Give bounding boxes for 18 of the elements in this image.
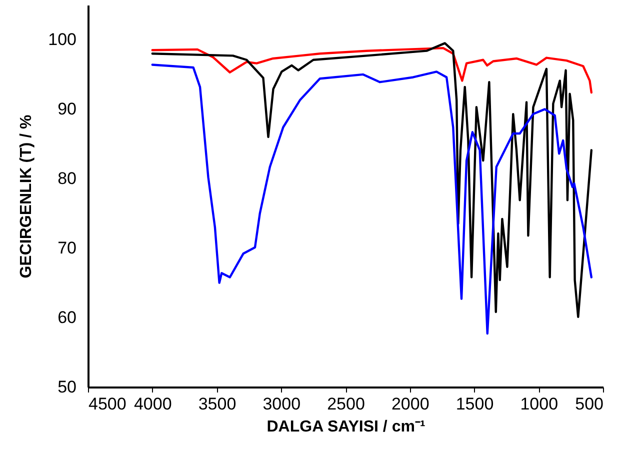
y-tick-label: 100 bbox=[48, 30, 76, 50]
x-tick-label: 4500 bbox=[88, 394, 126, 414]
x-tick-label: 2000 bbox=[391, 394, 430, 414]
x-tick-label: 2500 bbox=[327, 394, 365, 414]
y-tick-label: 60 bbox=[58, 308, 76, 328]
x-tick-label: 3500 bbox=[198, 394, 236, 414]
y-tick-label: 90 bbox=[58, 100, 76, 119]
y-tick-label: 70 bbox=[58, 238, 76, 258]
x-axis-title: DALGA SAYISI / cm⁻¹ bbox=[266, 418, 426, 436]
y-tick-label: 50 bbox=[58, 378, 76, 396]
x-tick-label: 1000 bbox=[520, 394, 558, 414]
y-axis-title: GECIRGENLIK (T) / % bbox=[18, 114, 36, 278]
x-tick-label: 1500 bbox=[456, 394, 494, 414]
x-tick-label: 4000 bbox=[134, 394, 172, 414]
line-series bbox=[151, 46, 593, 94]
x-tick-label: 500 bbox=[575, 394, 604, 414]
y-tick-label: 80 bbox=[58, 169, 76, 188]
x-tick-label: 3000 bbox=[262, 394, 301, 414]
